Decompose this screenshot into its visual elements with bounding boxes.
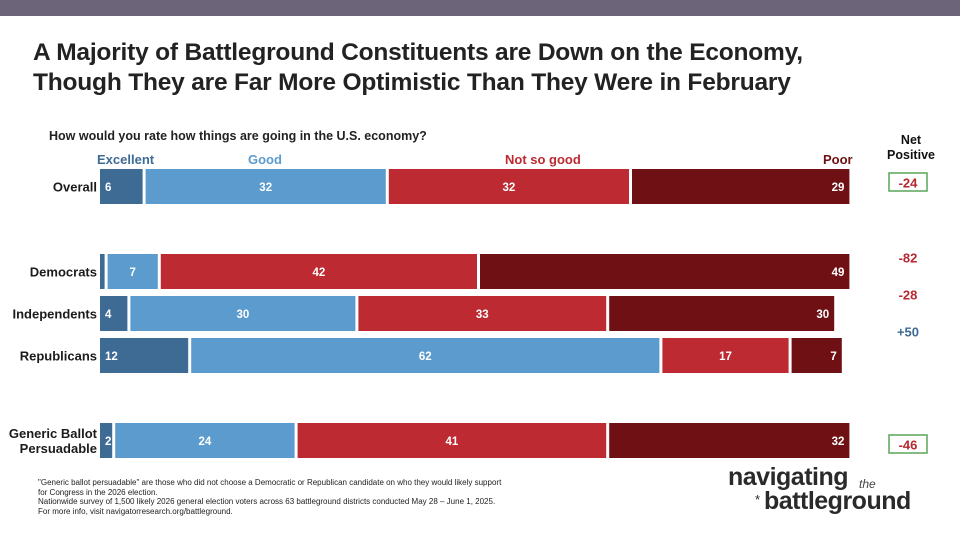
data-label: 32 <box>503 182 516 194</box>
net-positive-header: Net Positive <box>878 133 944 163</box>
data-label: 17 <box>719 351 732 363</box>
bar-segment-not-so-good <box>388 169 629 204</box>
data-label: 6 <box>105 182 111 194</box>
data-label: 49 <box>832 267 845 279</box>
bar-segment-excellent <box>100 169 143 204</box>
bar-segment-good <box>115 423 295 458</box>
footnote-line: "Generic ballot persuadable" are those w… <box>38 478 502 487</box>
legend-not-so-good: Not so good <box>505 152 581 167</box>
asterisk-icon: * <box>755 492 761 507</box>
title-line-2: Though They are Far More Optimistic Than… <box>33 69 791 96</box>
logo-word-the: the <box>859 477 876 491</box>
footnote-line: For more info, visit navigatorresearch.o… <box>38 506 233 516</box>
data-label: 29 <box>832 182 845 194</box>
net-positive-value: -46 <box>899 438 918 453</box>
top-accent-bar <box>0 0 960 16</box>
category-label: Independents <box>12 307 97 322</box>
navigating-battleground-logo: navigating the * battleground <box>728 463 943 523</box>
data-label: 12 <box>105 351 118 363</box>
bar-segment-poor <box>791 338 842 373</box>
bar-segment-good <box>145 169 386 204</box>
survey-question: How would you rate how things are going … <box>49 129 427 143</box>
data-label: 7 <box>830 351 836 363</box>
bar-segment-good <box>191 338 660 373</box>
data-label: 32 <box>259 182 272 194</box>
data-label: 24 <box>199 436 212 448</box>
data-label: 2 <box>105 436 111 448</box>
bar-segment-excellent <box>100 338 189 373</box>
bar-segment-excellent <box>100 296 128 331</box>
net-header-line-1: Net <box>900 133 922 147</box>
category-label: Generic Ballot Persuadable <box>9 426 98 456</box>
bar-segment-poor <box>480 254 850 289</box>
logo-word-navigating: navigating <box>728 463 849 491</box>
net-positive-value: -82 <box>899 251 918 266</box>
net-positive-value: +50 <box>897 325 919 340</box>
bar-segment-poor <box>609 296 835 331</box>
category-label: Democrats <box>30 265 97 280</box>
net-value-box <box>888 434 928 454</box>
bar-segment-good <box>130 296 356 331</box>
data-label: 32 <box>832 436 845 448</box>
legend-poor: Poor <box>823 152 853 167</box>
data-label: 30 <box>237 309 250 321</box>
legend-good: Good <box>248 152 282 167</box>
data-label: 62 <box>419 351 432 363</box>
data-label: 42 <box>313 267 326 279</box>
net-positive-value: -24 <box>899 176 919 191</box>
bar-segment-poor <box>632 169 850 204</box>
legend-excellent: Excellent <box>97 152 155 167</box>
data-label: 7 <box>129 267 135 279</box>
bar-segment-excellent <box>100 423 113 458</box>
category-label: Republicans <box>20 349 97 364</box>
footnote-line: for Congress in the 2026 election. <box>38 487 158 497</box>
logo-word-battleground: battleground <box>764 487 911 515</box>
data-label: 41 <box>446 436 459 448</box>
page-title: A Majority of Battleground Constituents … <box>33 38 933 98</box>
bar-segment-poor <box>609 423 850 458</box>
net-positive-value: -28 <box>899 288 918 303</box>
bar-segment-good <box>107 254 158 289</box>
footnote-line: Nationwide survey of 1,500 likely 2026 g… <box>38 497 496 507</box>
category-label: Overall <box>53 180 97 195</box>
title-line-1: A Majority of Battleground Constituents … <box>33 39 803 66</box>
bar-segment-not-so-good <box>662 338 789 373</box>
bar-segment-not-so-good <box>297 423 607 458</box>
data-label: 4 <box>105 309 112 321</box>
data-label: 33 <box>476 309 489 321</box>
net-header-line-2: Positive <box>887 148 935 162</box>
bar-segment-not-so-good <box>160 254 478 289</box>
bar-segment-not-so-good <box>358 296 607 331</box>
footnote: "Generic ballot persuadable" are those w… <box>38 478 638 516</box>
data-label: 30 <box>816 309 829 321</box>
bar-segment-excellent <box>100 254 105 289</box>
net-value-box <box>888 172 928 192</box>
